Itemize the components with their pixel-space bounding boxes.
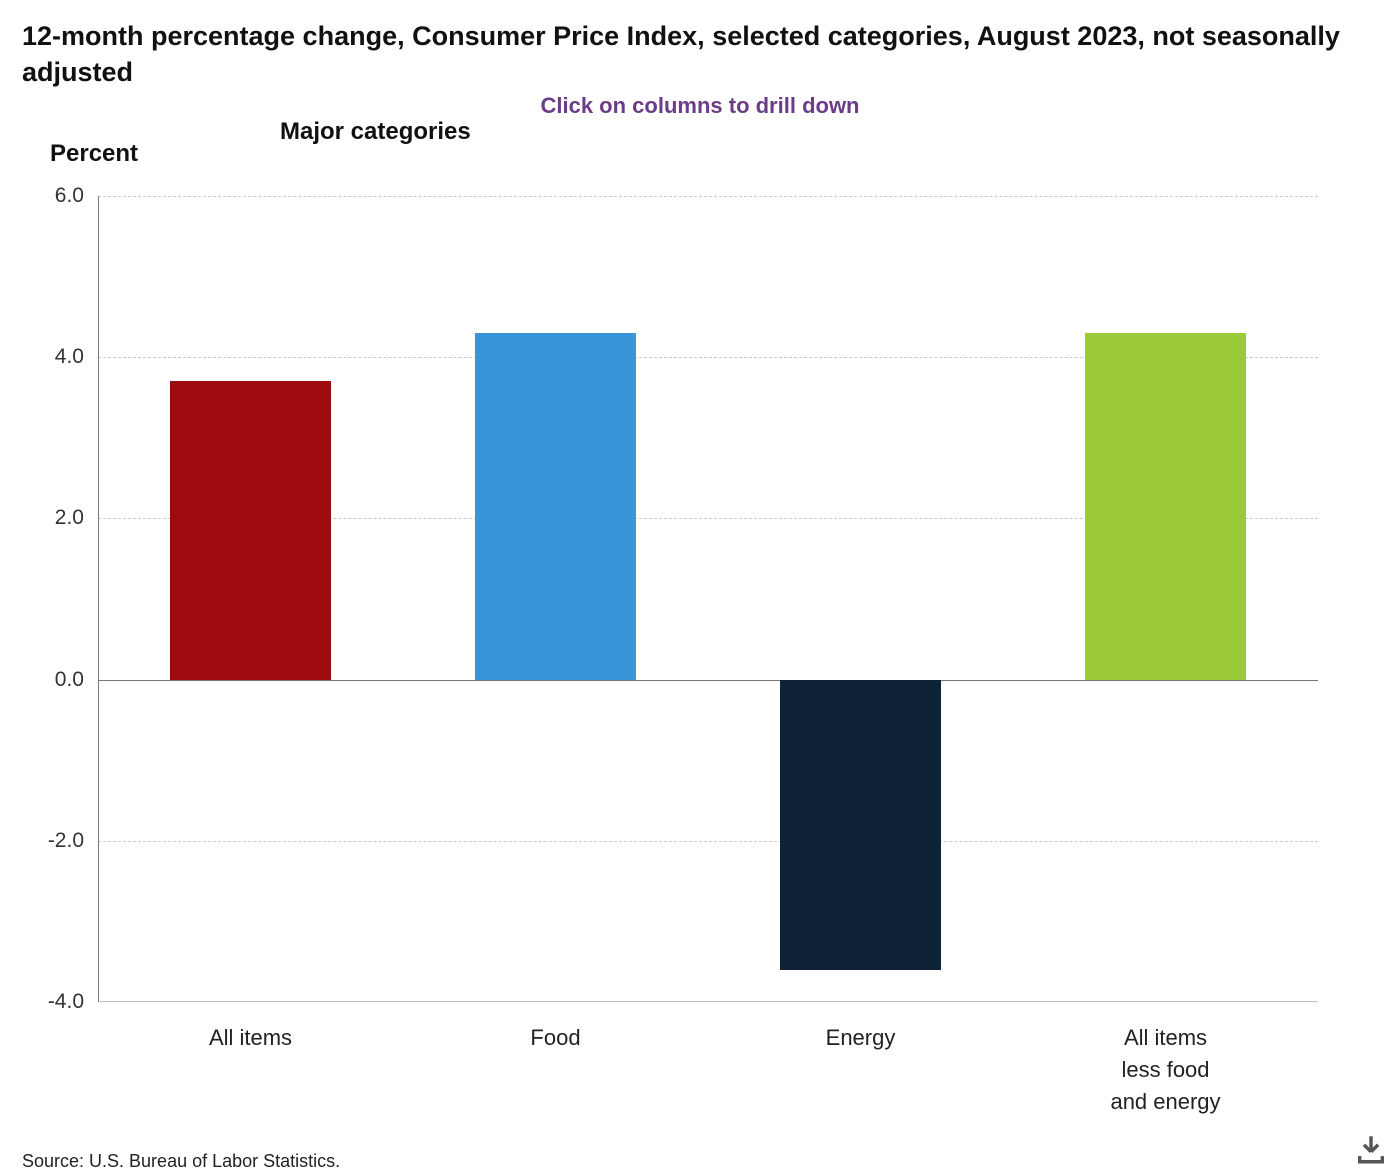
y-axis-line bbox=[98, 196, 99, 1002]
y-tick-label: 0.0 bbox=[55, 668, 98, 692]
download-icon bbox=[1354, 1132, 1388, 1166]
source-text: Source: U.S. Bureau of Labor Statistics. bbox=[22, 1151, 340, 1172]
bar-column[interactable] bbox=[170, 381, 332, 679]
x-tick-label: Food bbox=[530, 1022, 580, 1054]
y-tick-label: 2.0 bbox=[55, 506, 98, 530]
y-tick-label: -4.0 bbox=[48, 990, 98, 1014]
drill-down-hint: Click on columns to drill down bbox=[22, 93, 1378, 119]
zero-line bbox=[98, 680, 1318, 681]
y-tick-label: 4.0 bbox=[55, 345, 98, 369]
bar-column[interactable] bbox=[1085, 333, 1247, 680]
x-tick-label: Energy bbox=[826, 1022, 896, 1054]
series-label: Major categories bbox=[280, 118, 471, 146]
bar-column[interactable] bbox=[780, 680, 942, 970]
download-button[interactable] bbox=[1354, 1132, 1388, 1166]
chart-title: 12-month percentage change, Consumer Pri… bbox=[22, 18, 1378, 91]
y-tick-label: 6.0 bbox=[55, 184, 98, 208]
x-tick-label: All items bbox=[209, 1022, 292, 1054]
y-tick-label: -2.0 bbox=[48, 829, 98, 853]
gridline bbox=[98, 196, 1318, 197]
x-axis-line bbox=[98, 1001, 1318, 1002]
x-tick-label: All items less food and energy bbox=[1110, 1022, 1220, 1118]
gridline bbox=[98, 841, 1318, 842]
y-axis-label: Percent bbox=[50, 140, 138, 168]
bar-column[interactable] bbox=[475, 333, 637, 680]
chart-plot-area: -4.0-2.00.02.04.06.0All itemsFoodEnergyA… bbox=[98, 196, 1318, 1002]
